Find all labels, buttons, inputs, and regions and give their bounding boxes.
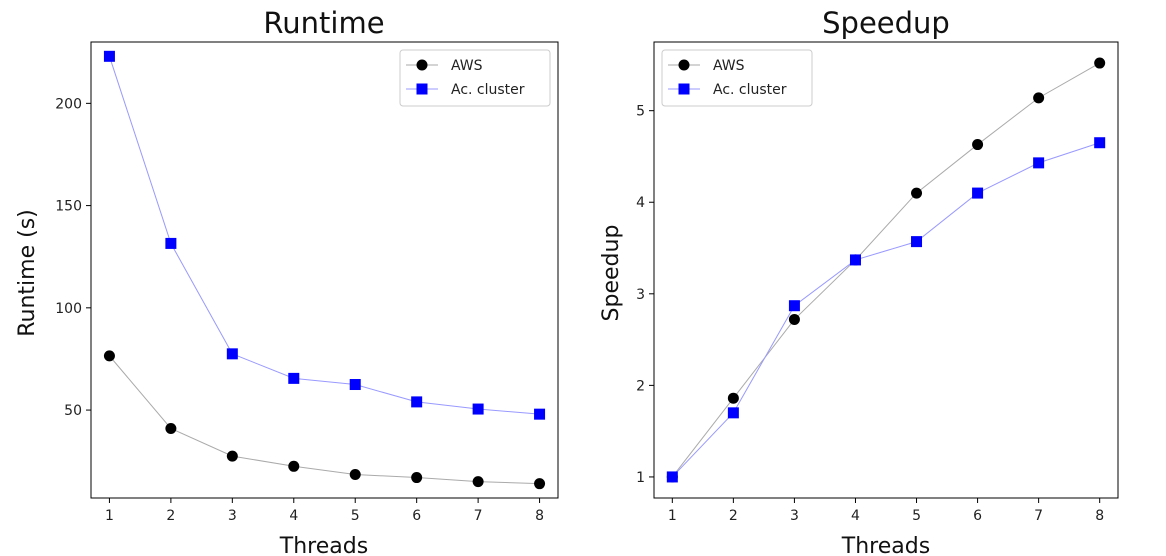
x-tick-label: 3: [228, 508, 237, 524]
point-aws: [411, 472, 423, 484]
x-tick-label: 7: [1034, 508, 1043, 524]
y-tick-label: 4: [636, 195, 645, 211]
point-ac-cluster: [103, 50, 115, 62]
legend-label-aws: AWS: [713, 58, 745, 74]
point-aws: [911, 187, 923, 199]
point-aws: [534, 478, 546, 490]
point-ac-cluster: [666, 471, 678, 483]
x-tick-label: 5: [912, 508, 921, 524]
speedup-panel: Speedup Threads Speedup 1 2 3 4 5 6 7 8 1 2 3 4 5 AW…: [599, 6, 1119, 556]
series-line-ac-cluster: [108, 56, 540, 415]
legend-marker-ac-cluster: [678, 83, 690, 95]
x-tick-label: 1: [668, 508, 677, 524]
legend-marker-aws: [678, 59, 690, 71]
x-tick-label: 8: [535, 508, 544, 524]
runtime-legend: AWS Ac. cluster: [399, 49, 551, 107]
series-line-aws: [671, 62, 1100, 478]
point-aws: [972, 139, 984, 151]
legend-label-aws: AWS: [451, 58, 483, 74]
point-aws: [788, 313, 800, 325]
point-ac-cluster: [288, 372, 300, 384]
x-tick-label: 7: [474, 508, 483, 524]
point-ac-cluster: [1033, 157, 1045, 169]
point-aws: [727, 392, 739, 404]
y-tick-label: 200: [55, 96, 82, 112]
y-tick-label: 5: [636, 104, 645, 120]
point-aws: [165, 422, 177, 434]
point-aws: [226, 450, 238, 462]
legend-label-ac-cluster: Ac. cluster: [451, 82, 525, 98]
y-tick-label: 150: [55, 199, 82, 215]
x-tick-label: 2: [166, 508, 175, 524]
speedup-chart-title: Speedup: [822, 6, 950, 40]
point-aws: [288, 460, 300, 472]
point-aws: [1094, 57, 1106, 69]
runtime-plot-area: 1 2 3 4 5 6 7 8 50 100 150 200: [55, 41, 559, 524]
speedup-x-axis-label: Threads: [841, 534, 930, 556]
y-tick-label: 50: [64, 403, 82, 419]
point-aws: [103, 350, 115, 362]
legend-box: [399, 49, 551, 107]
y-tick-label: 3: [636, 287, 645, 303]
point-ac-cluster: [411, 396, 423, 408]
runtime-panel: Runtime Threads Runtime (s) 1 2 3 4 5 6 7 8 50 10…: [15, 6, 559, 556]
point-ac-cluster: [472, 403, 484, 415]
point-ac-cluster: [226, 348, 238, 360]
point-ac-cluster: [349, 379, 361, 391]
point-aws: [349, 468, 361, 480]
legend-box: [661, 49, 813, 107]
x-tick-label: 8: [1095, 508, 1104, 524]
runtime-y-axis-label: Runtime (s): [15, 209, 40, 337]
speedup-legend: AWS Ac. cluster: [661, 49, 813, 107]
point-ac-cluster: [727, 407, 739, 419]
legend-label-ac-cluster: Ac. cluster: [713, 82, 787, 98]
point-ac-cluster: [788, 300, 800, 312]
runtime-x-axis-label: Threads: [279, 534, 368, 556]
legend-marker-aws: [416, 59, 428, 71]
axes-frame: [653, 41, 1119, 499]
legend-marker-ac-cluster: [416, 83, 428, 95]
runtime-chart-title: Runtime: [263, 6, 384, 40]
point-ac-cluster: [165, 237, 177, 249]
series-line-aws: [109, 355, 540, 485]
speedup-y-axis-label: Speedup: [599, 225, 624, 322]
point-ac-cluster: [911, 236, 923, 248]
point-ac-cluster: [1094, 137, 1106, 149]
x-tick-label: 5: [351, 508, 360, 524]
point-aws: [472, 476, 484, 488]
x-tick-label: 4: [289, 508, 298, 524]
axes-frame: [90, 41, 559, 499]
speedup-plot-area: 1 2 3 4 5 6 7 8 1 2 3 4 5: [636, 41, 1119, 524]
x-tick-label: 6: [412, 508, 421, 524]
point-ac-cluster: [849, 254, 861, 266]
x-tick-label: 3: [790, 508, 799, 524]
y-tick-label: 100: [55, 301, 82, 317]
point-aws: [1033, 92, 1045, 104]
x-tick-label: 2: [729, 508, 738, 524]
x-tick-label: 1: [105, 508, 114, 524]
x-tick-label: 6: [973, 508, 982, 524]
x-tick-label: 4: [851, 508, 860, 524]
series-line-ac-cluster: [671, 142, 1100, 478]
point-ac-cluster: [972, 187, 984, 199]
y-tick-label: 1: [636, 470, 645, 486]
y-tick-label: 2: [636, 378, 645, 394]
point-ac-cluster: [534, 408, 546, 420]
